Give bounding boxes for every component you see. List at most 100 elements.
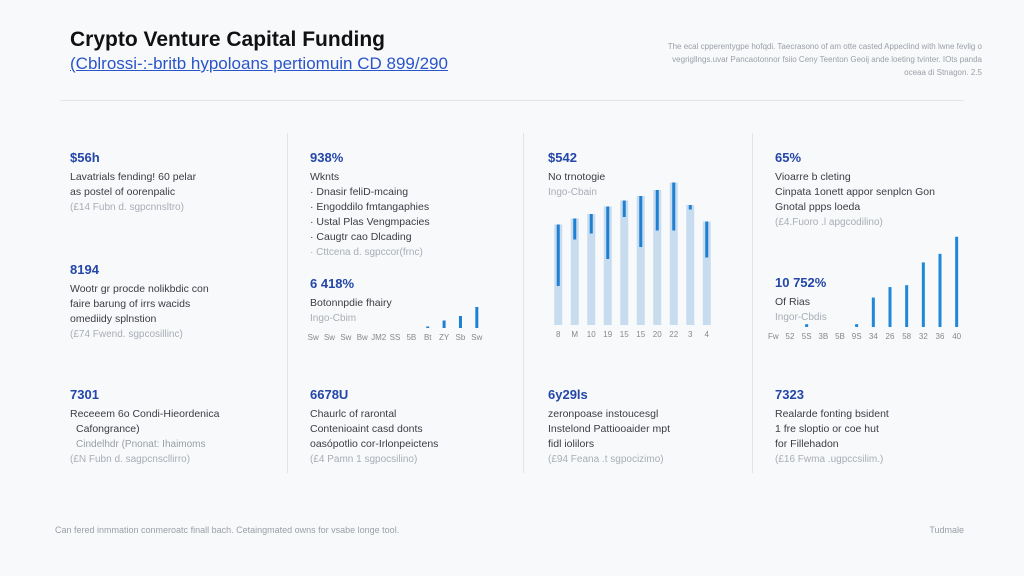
x-tick-label: Sw — [308, 333, 319, 342]
bar — [871, 297, 875, 327]
stat-desc: Instelond Pattiooaider mpt — [548, 423, 670, 435]
x-tick-label: 9S — [852, 332, 862, 341]
stat-value: 8194 — [70, 262, 99, 277]
stat-desc: Vioarre b cleting — [775, 171, 851, 183]
stat-desc: Wootr gr procde nolikbdic con — [70, 283, 209, 295]
divider — [752, 133, 753, 473]
x-tick-label: 22 — [669, 330, 678, 339]
x-tick-label: 3B — [818, 332, 828, 341]
stat-value: 10 752% — [775, 275, 827, 290]
divider — [60, 100, 964, 101]
x-tick-label: ZY — [439, 333, 450, 342]
bar — [921, 262, 925, 327]
stat-source: (£14 Fubn d. sgpcnnsltro) — [70, 202, 184, 213]
bullet-item: · Dnasir feliD-mcaing — [310, 186, 409, 198]
stat-desc: Chaurlc of rarontal — [310, 408, 397, 420]
bar — [655, 190, 659, 231]
x-tick-label: 4 — [705, 330, 710, 339]
stat-card: 65% Vioarre b cleting Cinpata 1onett app… — [775, 150, 935, 230]
x-tick-label: JM2 — [371, 333, 387, 342]
x-tick-label: Sw — [471, 333, 482, 342]
x-tick-label: SS — [390, 333, 401, 342]
x-tick-label: Sw — [324, 333, 335, 342]
x-tick-label: 3 — [688, 330, 693, 339]
bar — [606, 206, 610, 259]
stat-desc: Wknts — [310, 171, 340, 183]
stat-card: 10 752% Of Rias Ingor-Cbdis — [775, 275, 827, 325]
bar — [938, 253, 942, 327]
stat-desc: fidl iolilors — [548, 438, 595, 450]
stat-value: 65% — [775, 150, 802, 165]
stat-desc: Of Rias — [775, 296, 811, 308]
footer-link[interactable]: Tudmale — [929, 525, 964, 535]
stat-desc: Realarde fonting bsident — [775, 408, 889, 420]
bar-background — [587, 214, 596, 325]
x-tick-label: 10 — [587, 330, 596, 339]
footer-note: Can fered inmmation conmeroatc finall ba… — [55, 525, 400, 535]
bar-chart: Fw 52 5S 3B 5B 9S 34 26 58 32 36 40 — [768, 236, 962, 341]
x-tick-label: 5S — [802, 332, 812, 341]
bar — [672, 182, 676, 231]
x-tick-label: 40 — [952, 332, 961, 341]
x-tick-label: 36 — [936, 332, 945, 341]
bar — [475, 307, 479, 328]
x-tick-label: Bt — [424, 333, 432, 342]
x-tick-label: M — [571, 330, 578, 339]
bar — [805, 324, 809, 327]
x-tick-label: Fw — [768, 332, 779, 341]
stat-card: 7301 Receeem 6o Condi-Hieordenica Cafong… — [70, 387, 219, 467]
stat-card: $542 No trnotogie Ingo-Cbain — [548, 150, 605, 200]
stat-desc: Lavatrials fending! 60 pelar — [70, 171, 197, 183]
x-tick-label: 52 — [786, 332, 795, 341]
stat-source: (£94 Feana .t sgpocizimo) — [548, 454, 664, 465]
page-subtitle-link[interactable]: (Cblrossi-:-britb hypoloans pertiomuin C… — [70, 54, 448, 73]
x-tick-label: 15 — [636, 330, 645, 339]
stat-desc: Cinpata 1onett appor senplcn Gon — [775, 186, 935, 198]
stat-card: 6 418% Botonnpdie fhairy Ingo-Cbim — [310, 276, 392, 326]
x-tick-label: 5B — [406, 333, 416, 342]
bar — [955, 236, 959, 327]
bar-background — [702, 221, 711, 325]
x-tick-label: Bw — [357, 333, 368, 342]
x-tick-label: 5B — [835, 332, 845, 341]
x-tick-label: 15 — [620, 330, 629, 339]
stat-desc: omediidy splnstion — [70, 313, 157, 325]
bar — [458, 316, 462, 328]
bar — [855, 324, 859, 327]
divider — [287, 133, 288, 473]
bar — [905, 285, 909, 327]
x-tick-label: 58 — [902, 332, 911, 341]
x-tick-label: 8 — [556, 330, 561, 339]
stat-source: (£N Fubn d. sagpcnscllirro) — [70, 454, 191, 465]
stat-card: 6678U Chaurlc of rarontal Contenioaint c… — [310, 387, 438, 467]
bar-background — [669, 182, 678, 325]
bar-background — [603, 206, 612, 325]
bar — [705, 221, 709, 258]
bar — [888, 287, 892, 327]
divider — [523, 133, 524, 473]
bullet-item: · Caugtr cao Dlcading — [310, 231, 412, 243]
stat-desc: as postel of oorenpalic — [70, 186, 176, 198]
bar — [589, 214, 593, 234]
chart-label: Ingo-Cbain — [548, 187, 597, 198]
stat-value: 6 418% — [310, 276, 355, 291]
stat-value: 7301 — [70, 387, 99, 402]
bar — [622, 200, 626, 217]
stat-value: 7323 — [775, 387, 804, 402]
stat-desc: Contenioaint casd donts — [310, 423, 423, 435]
bullet-item: · Cttcena d. sgpccor(frnc) — [310, 247, 423, 258]
stat-desc: oasópotlio cor-Irlonpeictens — [310, 438, 439, 450]
page-title: Crypto Venture Capital Funding — [70, 28, 386, 51]
bar-background — [636, 196, 645, 325]
stat-desc: Receeem 6o Condi-Hieordenica — [70, 408, 220, 420]
x-tick-label: Sb — [456, 333, 466, 342]
stat-value: $542 — [548, 150, 577, 165]
stat-source: (£16 Fwma .ugpccsilim.) — [775, 454, 884, 465]
bar — [556, 224, 560, 286]
chart-label: Ingo-Cbim — [310, 313, 357, 324]
header-note: The ecal cpperentygpe hofqdi. Taecrasono… — [667, 42, 982, 77]
x-tick-label: Sw — [340, 333, 351, 342]
stat-source: (£74 Fwend. sgpcosillinc) — [70, 329, 183, 340]
stat-desc: Gnotal ppps loeda — [775, 201, 861, 213]
stat-desc: for Fillehadon — [775, 438, 839, 450]
